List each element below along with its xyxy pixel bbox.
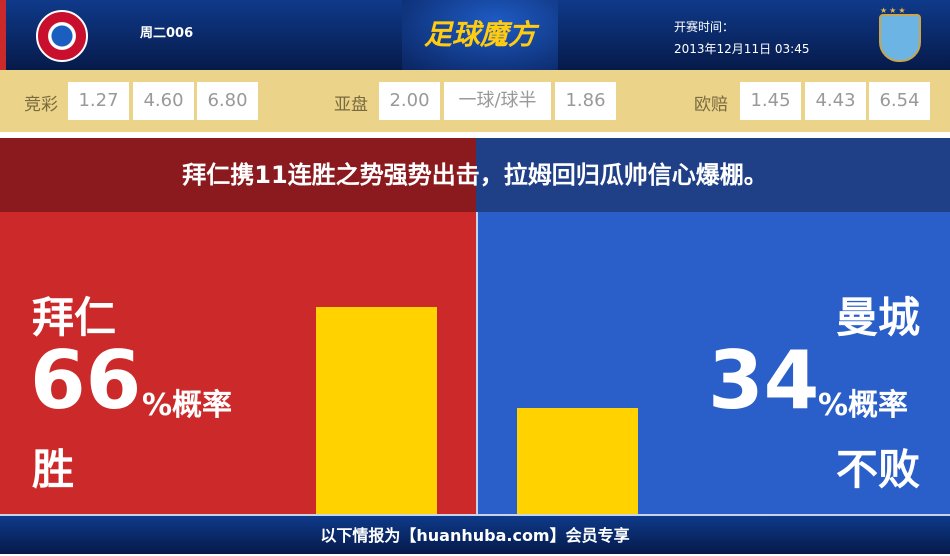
home-unit: %概率 bbox=[142, 388, 233, 423]
away-percent: 34 bbox=[708, 334, 820, 427]
away-probability-bar bbox=[517, 407, 638, 514]
kickoff-time: 2013年12月11日 03:45 bbox=[674, 42, 810, 56]
man-city-logo bbox=[879, 14, 921, 62]
odds-cell: 一球/球半 bbox=[444, 82, 551, 120]
odds-cell: 6.54 bbox=[869, 82, 930, 120]
asian-label: 亚盘 bbox=[334, 95, 368, 115]
odds-cell: 1.45 bbox=[740, 82, 801, 120]
odds-cell: 2.00 bbox=[379, 82, 440, 120]
header: 周二006 足球魔方 开赛时间： 2013年12月11日 03:45 ★★★ bbox=[0, 0, 950, 70]
odds-cell: 1.86 bbox=[555, 82, 616, 120]
away-team: 曼城 bbox=[835, 293, 920, 342]
euro-label: 欧赔 bbox=[694, 95, 728, 115]
odds-cell: 4.43 bbox=[805, 82, 866, 120]
home-team: 拜仁 bbox=[32, 293, 117, 342]
away-unit: %概率 bbox=[818, 388, 909, 423]
brand-logo: 足球魔方 bbox=[402, 0, 558, 70]
away-outcome: 不败 bbox=[835, 445, 920, 494]
headline-band-away bbox=[476, 138, 950, 212]
home-probability-bar bbox=[316, 307, 437, 514]
stars-icon: ★★★ bbox=[880, 6, 908, 15]
kickoff-label: 开赛时间： bbox=[674, 20, 735, 34]
odds-cell: 4.60 bbox=[133, 82, 194, 120]
footer-banner[interactable]: 以下情报为【huanhuba.com】会员专享 bbox=[0, 514, 950, 554]
home-percent: 66 bbox=[30, 334, 142, 427]
odds-cell: 1.27 bbox=[68, 82, 129, 120]
headline: 拜仁携11连胜之势强势出击，拉姆回归瓜帅信心爆棚。 bbox=[182, 161, 768, 189]
odds-bar: 竞彩 1.27 4.60 6.80 亚盘 2.00 一球/球半 1.86 欧赔 … bbox=[0, 70, 950, 132]
jingcai-label: 竞彩 bbox=[24, 95, 58, 115]
odds-cell: 6.80 bbox=[197, 82, 258, 120]
headline-band-home bbox=[0, 138, 476, 212]
match-code: 周二006 bbox=[140, 26, 194, 41]
bayern-logo bbox=[36, 10, 88, 62]
home-outcome: 胜 bbox=[32, 445, 75, 494]
